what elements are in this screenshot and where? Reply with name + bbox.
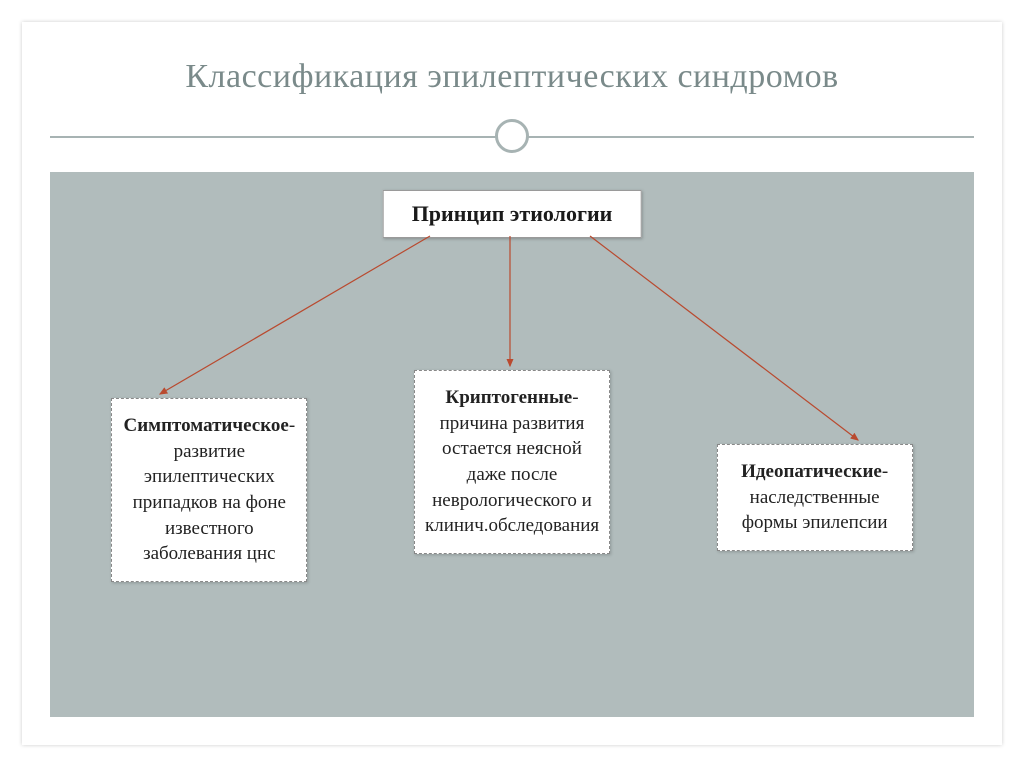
title-area: Классификация эпилептических синдромов [22,22,1002,96]
child-bold: Идеопатические [741,461,882,482]
child-bold: Криптогенные [445,387,572,408]
child-node-cryptogenic: Криптогенные-причина развития остается н… [414,370,610,554]
child-bold: Симптоматическое [124,415,289,436]
content-area: Принцип этиологии Симптоматическое-разви… [50,172,974,717]
slide-title: Классификация эпилептических синдромов [22,58,1002,96]
slide: Классификация эпилептических синдромов П… [22,22,1002,745]
divider [22,114,1002,158]
children-row: Симптоматическое-развитие эпилептических… [50,370,974,582]
root-node: Принцип этиологии [383,190,642,238]
divider-circle [495,119,529,153]
child-node-symptomatic: Симптоматическое-развитие эпилептических… [111,398,307,582]
child-node-idiopathic: Идеопатические- наследственные формы эпи… [717,444,913,551]
child-text: -причина развития остается неясной даже … [425,387,599,536]
child-text: -развитие эпилептических припадков на фо… [133,415,296,564]
